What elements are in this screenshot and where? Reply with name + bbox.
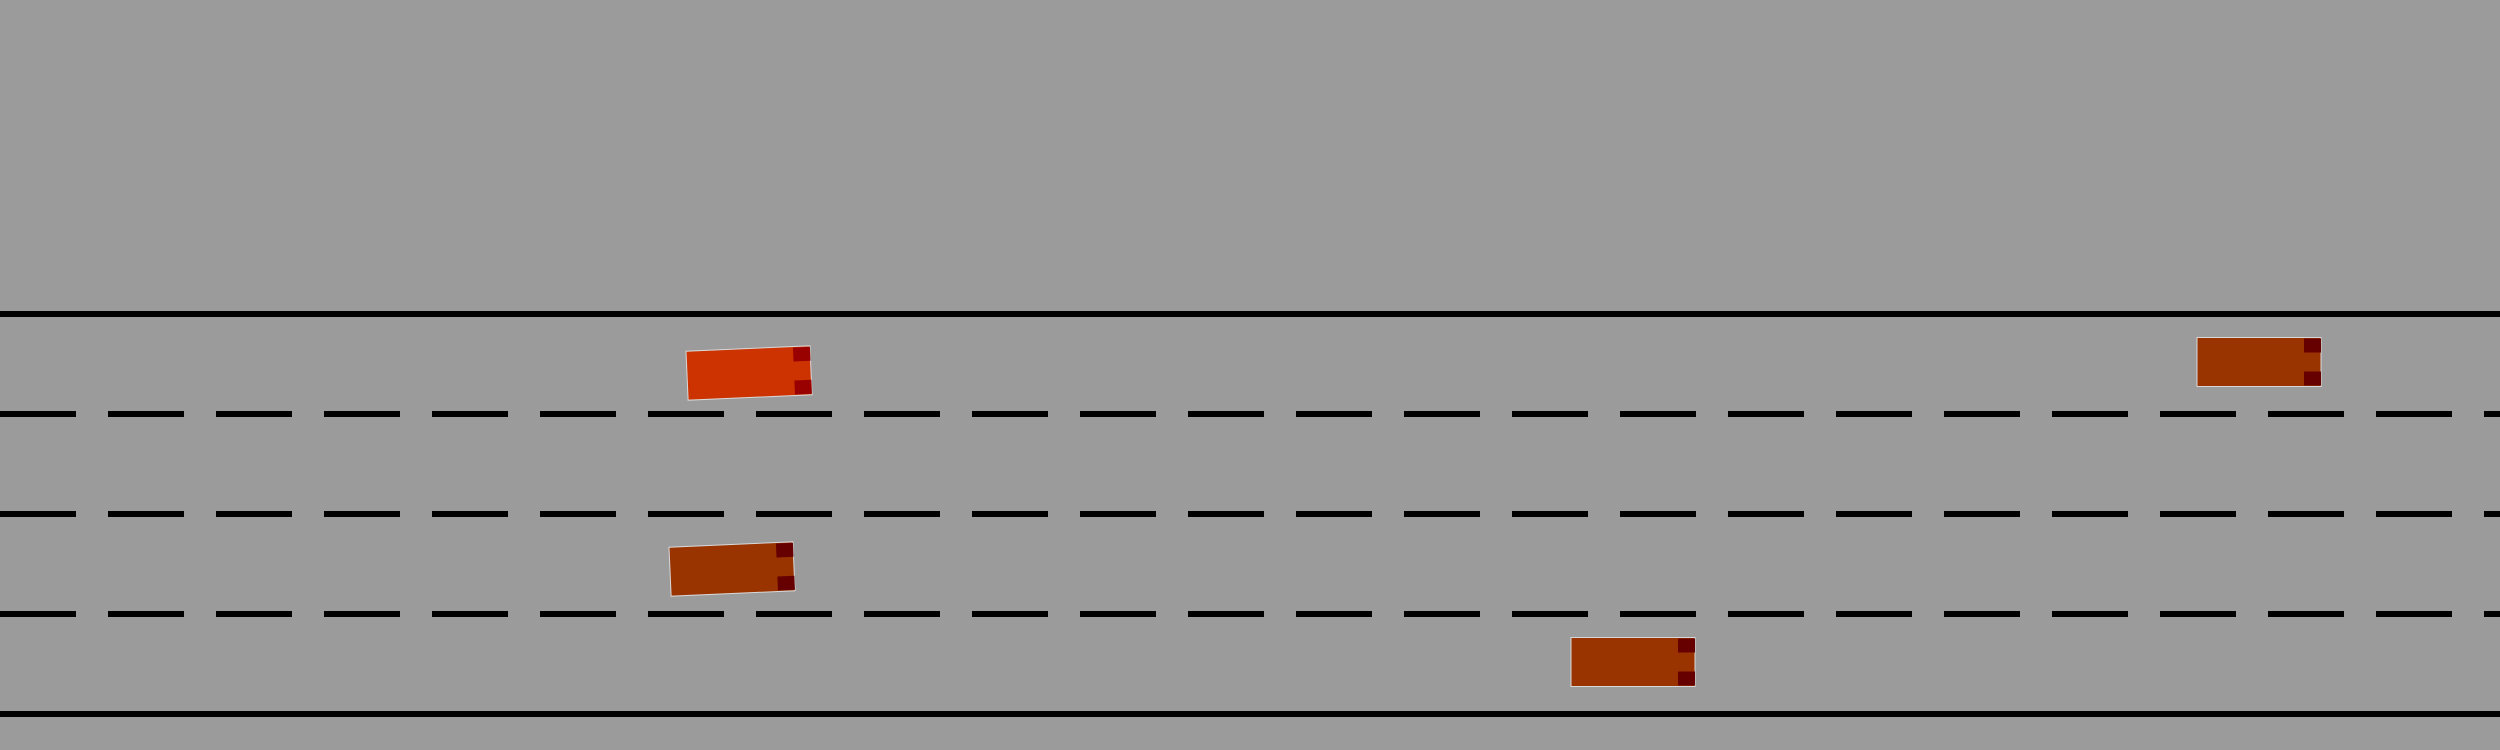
vehicle-4: [1570, 637, 1696, 687]
headlight-right: [1678, 671, 1695, 686]
headlight-right: [777, 575, 795, 591]
headlight-left: [2304, 338, 2321, 353]
vehicle-body: [1570, 637, 1696, 687]
vehicle-2: [2196, 337, 2322, 387]
vehicle-body: [668, 541, 796, 597]
headlight-right: [794, 379, 812, 395]
vehicle-3: [668, 541, 796, 597]
headlight-right: [2304, 371, 2321, 386]
vehicles: [668, 337, 2322, 687]
vehicle-body: [2196, 337, 2322, 387]
headlight-left: [775, 542, 794, 558]
lane-markings: [0, 311, 2500, 717]
ego-vehicle: [685, 345, 813, 401]
headlight-left: [792, 346, 811, 362]
headlight-left: [1678, 638, 1695, 653]
vehicle-body: [685, 345, 813, 401]
